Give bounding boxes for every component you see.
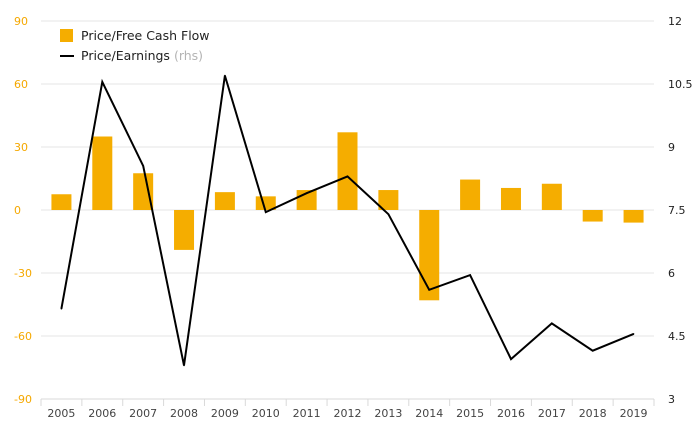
pe-point-2016 [510, 358, 512, 360]
bar-2013 [378, 190, 399, 210]
x-axis-tick-label: 2017 [538, 407, 566, 420]
right-axis-tick-label: 10.5 [668, 78, 693, 91]
x-axis-tick-label: 2014 [415, 407, 443, 420]
pe-point-2005 [60, 307, 63, 310]
right-axis-tick-label: 12 [668, 15, 682, 28]
bar-2008 [174, 210, 195, 250]
pe-point-2009 [224, 74, 226, 77]
pe-point-2010 [264, 211, 267, 213]
left-axis-tick-label: -60 [14, 330, 32, 343]
legend: Price/Free Cash Flow Price/Earnings (rhs… [60, 28, 210, 63]
x-axis-tick-label: 2019 [620, 407, 648, 420]
x-axis-tick-label: 2012 [334, 407, 362, 420]
bar-series [51, 132, 644, 301]
bar-2006 [92, 136, 113, 210]
right-axis-tick-label: 9 [668, 141, 675, 154]
x-axis-tick-label: 2016 [497, 407, 525, 420]
x-axis-tick-label: 2007 [129, 407, 157, 420]
pe-point-2007 [142, 165, 144, 167]
left-axis-tick-label: 60 [14, 78, 28, 91]
pe-point-2008 [183, 364, 185, 367]
pe-point-2006 [101, 81, 104, 83]
bar-2007 [133, 173, 154, 210]
right-axis-tick-label: 3 [668, 393, 675, 406]
bar-2017 [541, 183, 562, 210]
pe-point-2015 [469, 274, 471, 276]
bar-2005 [51, 194, 72, 210]
bar-2014 [419, 210, 440, 301]
x-axis-tick-label: 2009 [211, 407, 239, 420]
pe-point-2011 [305, 192, 308, 194]
pe-point-2019 [632, 333, 635, 335]
x-axis-tick-label: 2006 [88, 407, 116, 420]
bar-2010 [255, 196, 276, 210]
price-earnings-line [60, 75, 634, 366]
pe-point-2013 [387, 213, 390, 215]
right-axis-tick-label: 4.5 [668, 330, 686, 343]
bar-2016 [500, 187, 521, 210]
legend-label-price-fcf: Price/Free Cash Flow [81, 28, 210, 43]
bar-2018 [582, 210, 603, 222]
x-axis-tick-label: 2010 [252, 407, 280, 420]
legend-label-price-earnings: Price/Earnings [81, 48, 170, 63]
legend-swatch-price-fcf [60, 29, 73, 42]
x-axis-tick-label: 2011 [293, 407, 321, 420]
bar-2012 [337, 132, 358, 210]
svg-text:Price/Earnings (rhs): Price/Earnings (rhs) [81, 48, 203, 63]
left-axis-tick-label: -90 [14, 393, 32, 406]
x-axis-tick-label: 2013 [374, 407, 402, 420]
left-axis-tick-label: 30 [14, 141, 28, 154]
bar-2009 [214, 192, 235, 210]
x-axis-tick-label: 2015 [456, 407, 484, 420]
axes: 90 60 30 0 -30 -60 -90 12 10.5 9 7.5 6 4.5 3 2005 2006 2… [14, 15, 693, 420]
left-axis-tick-label: 90 [14, 15, 28, 28]
right-axis-tick-label: 6 [668, 267, 675, 280]
pe-point-2012 [346, 175, 349, 178]
pe-point-2014 [428, 289, 431, 291]
bar-2019 [623, 210, 644, 223]
x-axis-tick-label: 2008 [170, 407, 198, 420]
right-axis-tick-label: 7.5 [668, 204, 686, 217]
pe-point-2018 [591, 349, 594, 352]
legend-note-rhs: (rhs) [174, 48, 203, 63]
bar-2015 [460, 179, 481, 210]
pe-point-2017 [551, 322, 553, 325]
left-axis-tick-label: 0 [14, 204, 21, 217]
left-axis-tick-label: -30 [14, 267, 32, 280]
x-axis-tick-label: 2018 [579, 407, 607, 420]
x-axis-tick-label: 2005 [47, 407, 75, 420]
line-series [60, 74, 635, 367]
